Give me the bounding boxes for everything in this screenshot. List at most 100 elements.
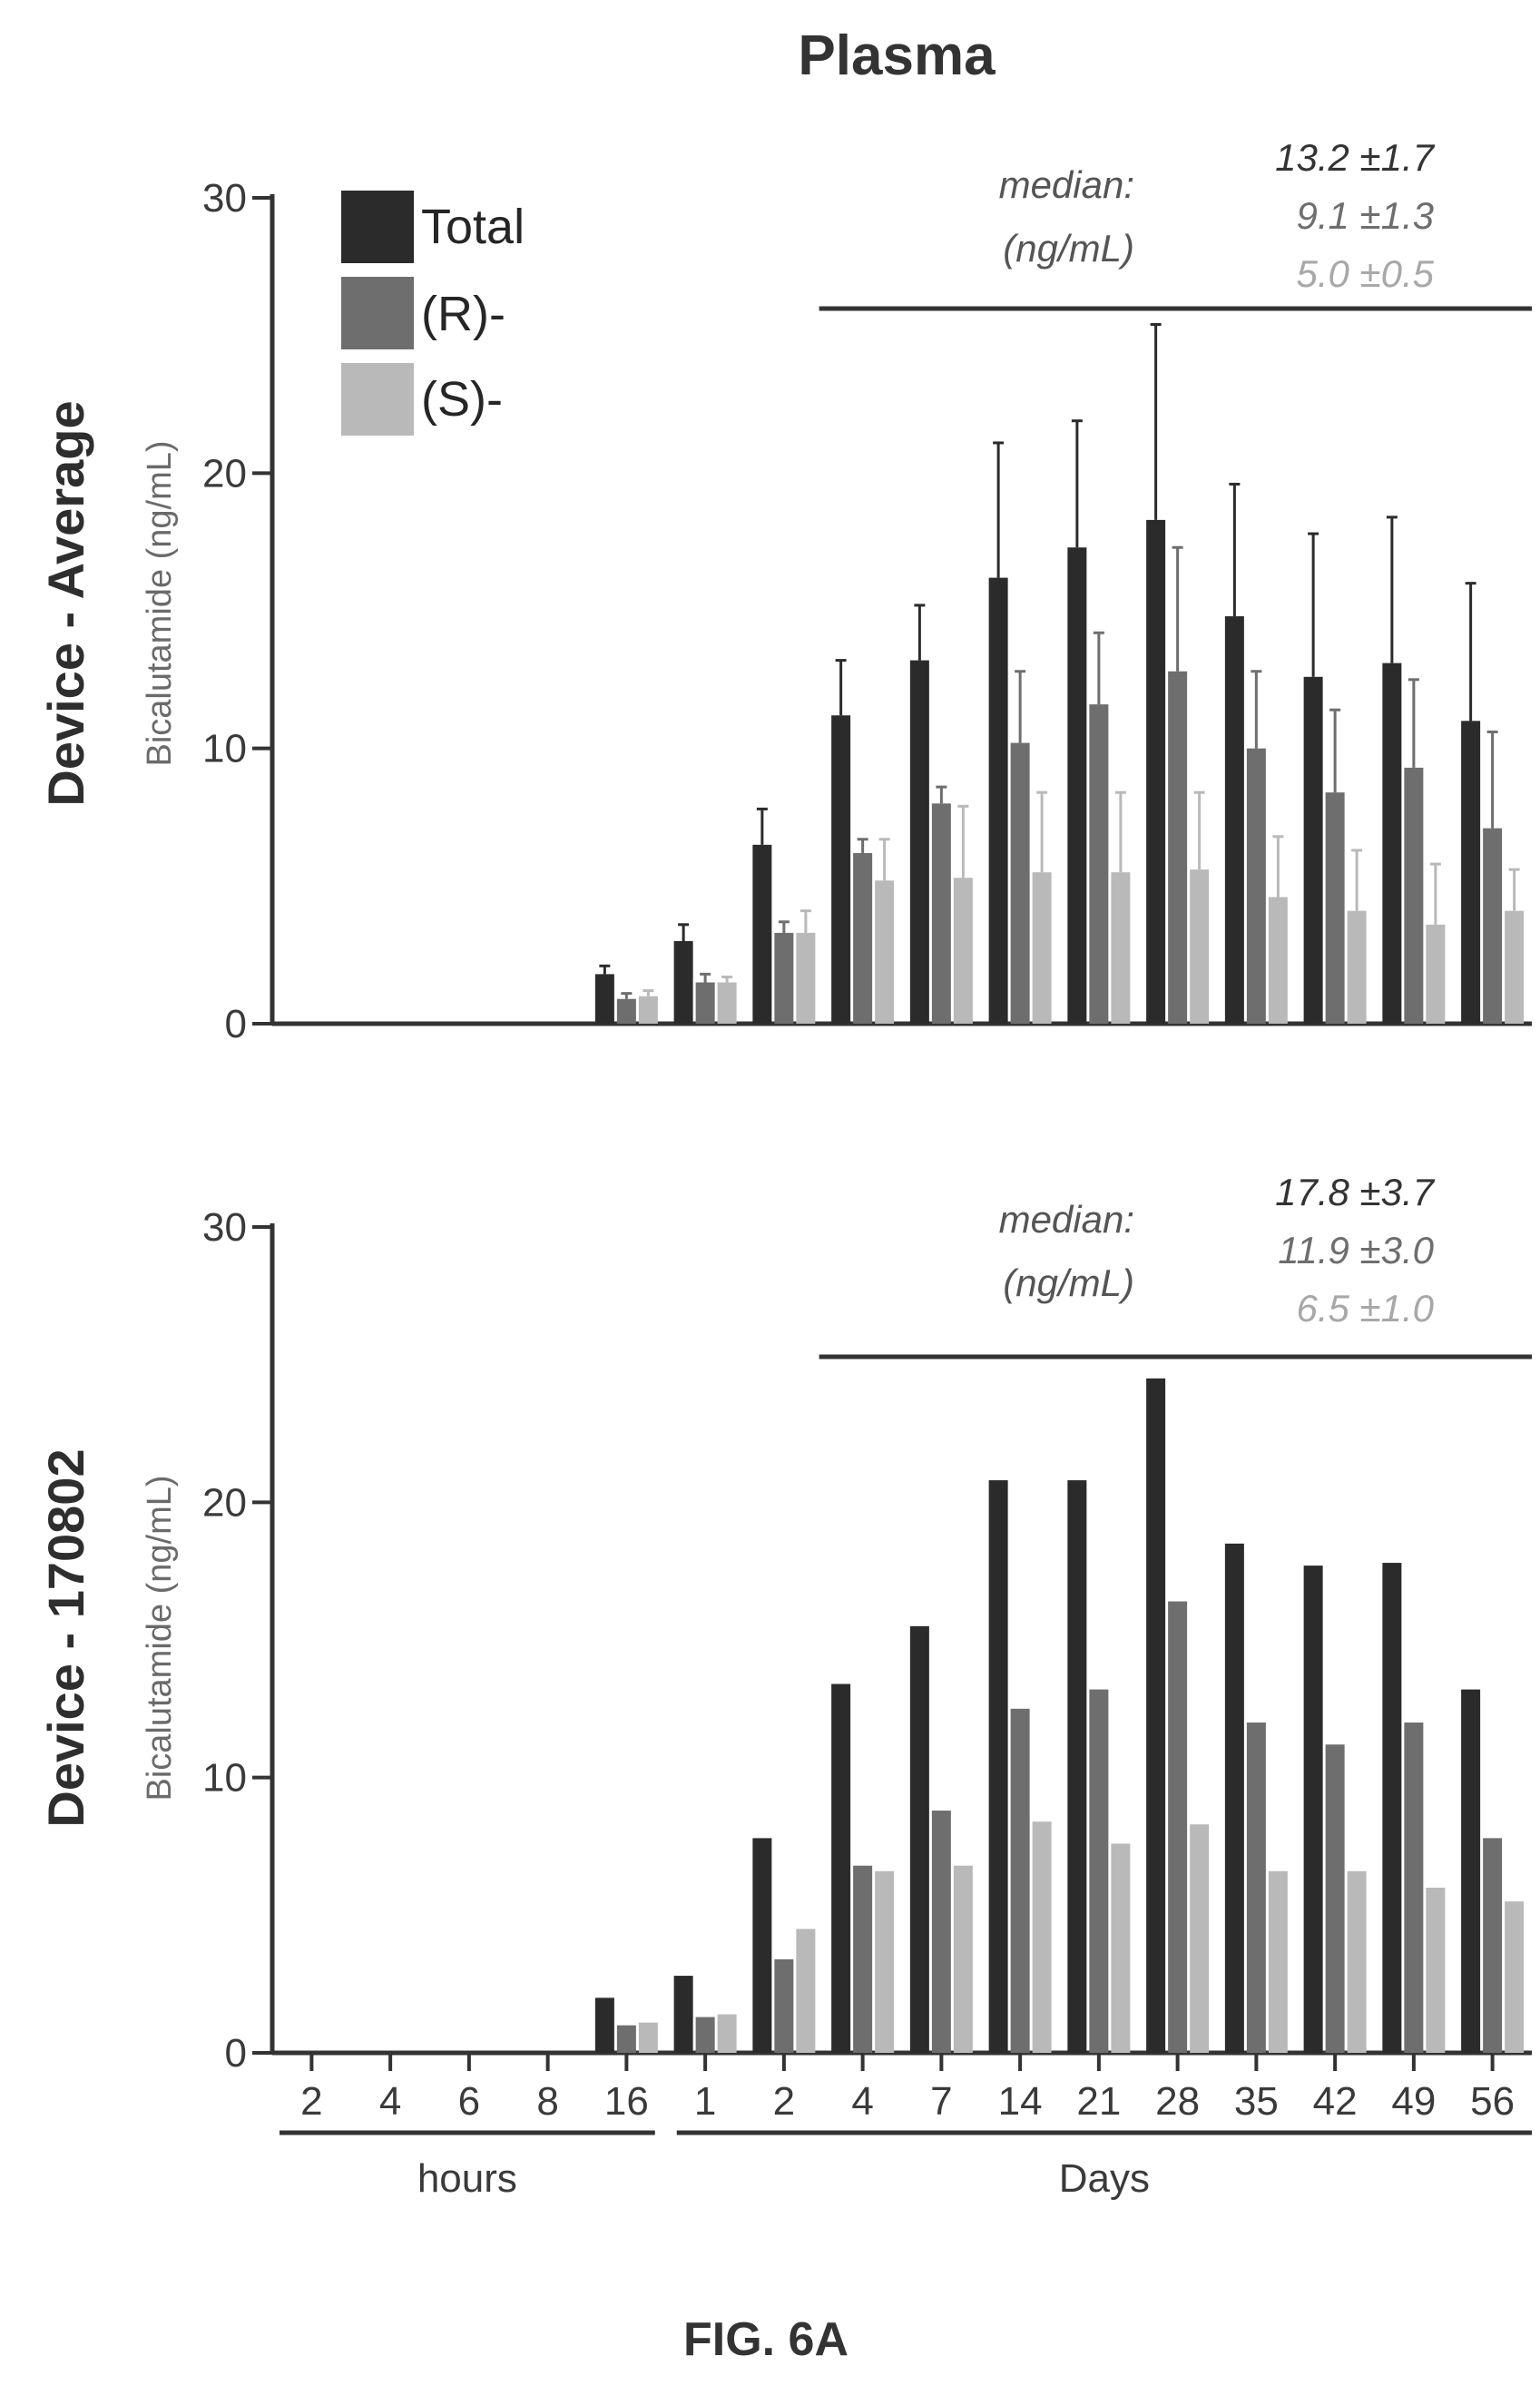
- bar-r-56: [1483, 1838, 1503, 2053]
- y-tick-label: 0: [225, 1002, 247, 1046]
- bar-s-1: [717, 2014, 737, 2053]
- bar-r-28: [1168, 671, 1188, 1024]
- median-unit-average: (ng/mL): [1003, 227, 1134, 270]
- bar-total-21: [1067, 547, 1087, 1024]
- x-tick-label: 6: [458, 2079, 480, 2124]
- hours-group-label: hours: [417, 2156, 517, 2201]
- bar-s-14: [1032, 1821, 1052, 2053]
- bar-r-14: [1010, 742, 1030, 1024]
- bar-total-7: [909, 1625, 929, 2053]
- days-group-label: Days: [1059, 2156, 1150, 2201]
- bar-s-21: [1111, 1843, 1131, 2053]
- x-category-labels: 2 4 6 8 16 1 2 4 7 14 21 28 35 42 49 56: [300, 2053, 1515, 2124]
- y-tick-label: 10: [202, 1756, 247, 1801]
- y-tick-label: 10: [202, 727, 247, 771]
- bar-s-56: [1505, 910, 1525, 1024]
- x-tick-label: 28: [1155, 2079, 1200, 2124]
- bar-s-35: [1268, 1870, 1288, 2053]
- x-tick-label: 4: [851, 2079, 873, 2124]
- chart-title: Plasma: [798, 25, 996, 87]
- x-tick-label: 21: [1076, 2079, 1121, 2124]
- median-value-s-170802: 6.5 ±1.0: [1297, 1287, 1435, 1330]
- legend-label-r: (R)-: [421, 287, 505, 341]
- bar-total-42: [1303, 676, 1323, 1024]
- bar-s-1: [717, 982, 737, 1024]
- bar-total-7: [909, 660, 929, 1024]
- y-tick-label: 30: [202, 1205, 247, 1250]
- bar-s-4: [875, 880, 895, 1024]
- bars-average: [594, 323, 1525, 1024]
- bar-s-16: [638, 2022, 658, 2053]
- bar-r-1: [695, 2017, 715, 2053]
- x-tick-label: 2: [773, 2079, 795, 2124]
- bar-total-4: [831, 1683, 851, 2053]
- bar-total-21: [1067, 1480, 1087, 2053]
- bar-s-2: [796, 1929, 816, 2053]
- bar-r-16: [616, 2025, 636, 2053]
- x-tick-label: 2: [300, 2079, 322, 2124]
- bar-r-2: [774, 932, 794, 1024]
- bar-total-16: [594, 974, 614, 1024]
- bar-total-1: [673, 1976, 693, 2053]
- bar-r-21: [1089, 704, 1109, 1024]
- y-axis-label-average: Bicalutamide (ng/mL): [141, 440, 179, 766]
- y-tick-label: 30: [202, 176, 247, 221]
- median-value-r-average: 9.1 ±1.3: [1297, 194, 1435, 237]
- x-tick-label: 35: [1234, 2079, 1279, 2124]
- bar-r-7: [931, 803, 951, 1024]
- bar-s-35: [1268, 897, 1288, 1024]
- x-tick-label: 1: [694, 2079, 716, 2124]
- y-tick-label: 20: [202, 451, 247, 496]
- bar-total-4: [831, 715, 851, 1024]
- bar-r-14: [1010, 1708, 1030, 2053]
- bar-s-4: [875, 1870, 895, 2053]
- bar-s-2: [796, 932, 816, 1024]
- x-tick-label: 14: [998, 2079, 1043, 2124]
- legend-label-s: (S)-: [421, 372, 503, 427]
- bar-s-16: [638, 996, 658, 1024]
- bar-r-28: [1168, 1601, 1188, 2053]
- figure-label: FIG. 6A: [683, 2313, 848, 2366]
- bar-total-28: [1146, 519, 1166, 1024]
- bar-s-49: [1426, 1888, 1446, 2053]
- bar-total-49: [1382, 663, 1402, 1024]
- x-tick-label: 56: [1470, 2079, 1515, 2124]
- x-tick-label: 42: [1313, 2079, 1358, 2124]
- bar-r-49: [1404, 1723, 1424, 2053]
- x-tick-label: 7: [930, 2079, 952, 2124]
- bar-total-35: [1224, 616, 1244, 1024]
- median-value-s-average: 5.0 ±0.5: [1297, 252, 1435, 295]
- bar-s-14: [1032, 872, 1052, 1024]
- median-value-r-170802: 11.9 ±3.0: [1278, 1229, 1434, 1271]
- x-tick-label: 16: [604, 2079, 649, 2124]
- bar-r-49: [1404, 767, 1424, 1024]
- median-unit-170802: (ng/mL): [1003, 1261, 1134, 1304]
- bar-s-49: [1426, 924, 1446, 1024]
- bar-total-42: [1303, 1566, 1323, 2053]
- bar-total-2: [752, 1838, 772, 2053]
- panel-average: Device - Average Bicalutamide (ng/mL) 0 1…: [37, 136, 1532, 1046]
- legend-swatch-r: [341, 277, 414, 349]
- bar-s-56: [1505, 1901, 1525, 2053]
- bar-total-14: [988, 1480, 1008, 2053]
- bar-s-42: [1347, 910, 1367, 1024]
- bar-r-4: [853, 1865, 873, 2053]
- x-tick-label: 8: [536, 2079, 558, 2124]
- bar-s-28: [1190, 1824, 1210, 2053]
- y-tick-label: 20: [202, 1480, 247, 1525]
- x-tick-label: 49: [1391, 2079, 1436, 2124]
- median-annotation-average: median: (ng/mL) 13.2 ±1.7 9.1 ±1.3 5.0 ±…: [819, 136, 1532, 311]
- bar-r-35: [1246, 748, 1266, 1024]
- bar-s-42: [1347, 1870, 1367, 2053]
- median-value-total-average: 13.2 ±1.7: [1275, 136, 1435, 179]
- bar-total-1: [673, 941, 693, 1024]
- median-label-170802: median:: [999, 1198, 1134, 1241]
- y-tick-label: 0: [225, 2031, 247, 2076]
- bar-s-7: [953, 1865, 973, 2053]
- bar-total-56: [1461, 721, 1481, 1024]
- bar-s-28: [1190, 869, 1210, 1024]
- panel-170802: Device - 170802 Bicalutamide (ng/mL) 0 10…: [37, 1171, 1532, 2076]
- legend-label-total: Total: [421, 200, 525, 254]
- bar-s-7: [953, 878, 973, 1024]
